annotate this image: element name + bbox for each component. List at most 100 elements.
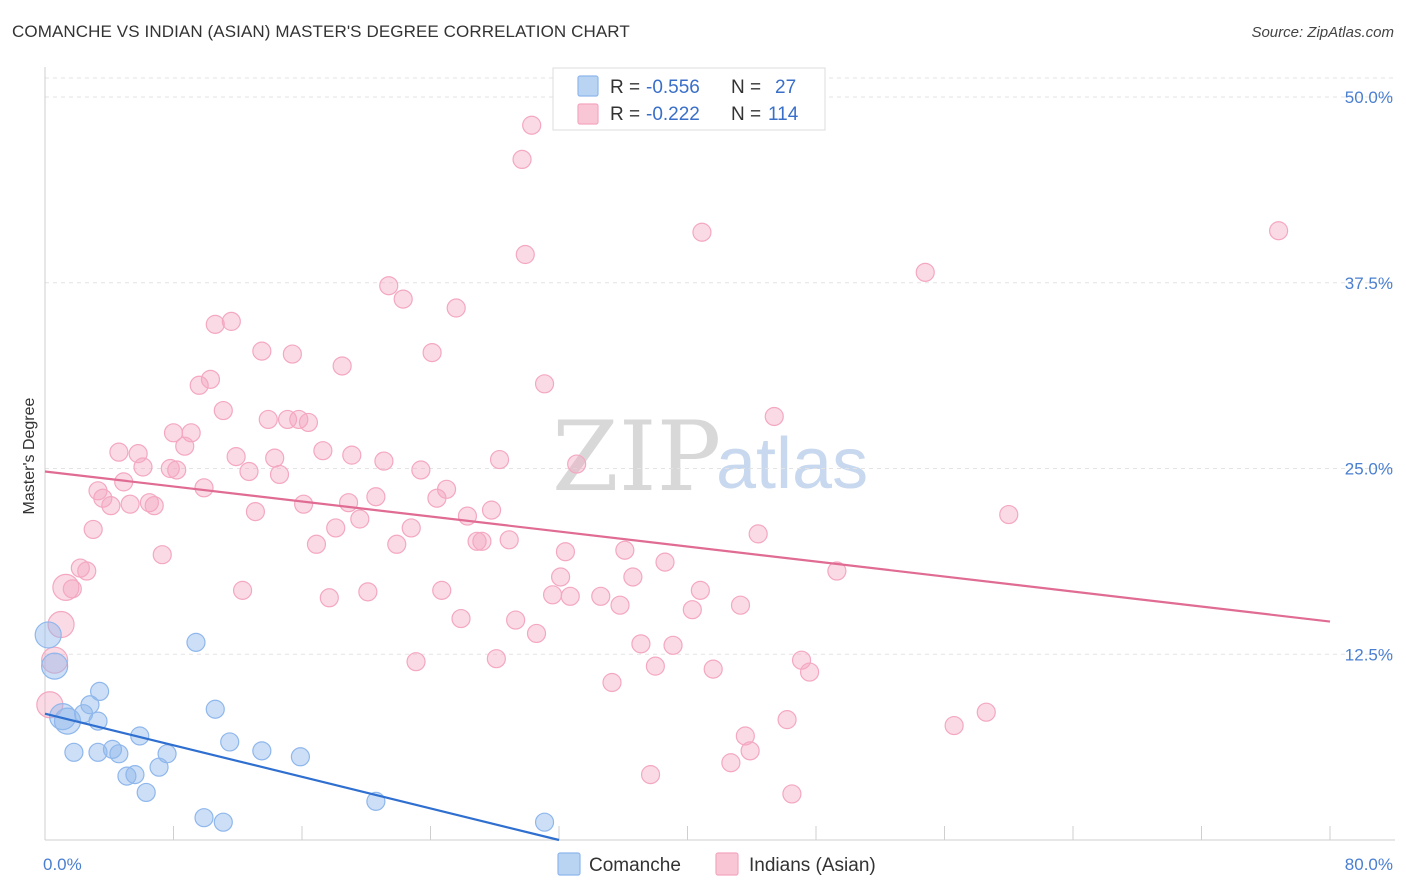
indians-asian-point [616, 541, 634, 559]
legend-r-label-indians-asian: R = [610, 104, 640, 125]
comanche-point [65, 743, 83, 761]
comanche-point [158, 745, 176, 763]
indians-asian-point [500, 531, 518, 549]
indians-asian-point [741, 742, 759, 760]
watermark: ZIP atlas [552, 401, 868, 513]
indians-asian-point [611, 596, 629, 614]
y-tick-label-0: 12.5% [1345, 645, 1393, 664]
indians-asian-point [206, 315, 224, 333]
legend-n-label-comanche: N = [731, 77, 761, 98]
indians-asian-point [412, 461, 430, 479]
indians-asian-point [945, 717, 963, 735]
indians-asian-point [320, 589, 338, 607]
indians-asian-point [568, 455, 586, 473]
indians-asian-point [483, 501, 501, 519]
indians-asian-point [134, 458, 152, 476]
bottom-legend-label-comanche: Comanche [589, 855, 681, 876]
legend-n-label-indians-asian: N = [731, 104, 761, 125]
indians-asian-point [691, 581, 709, 599]
indians-asian-point [552, 568, 570, 586]
comanche-point [253, 742, 271, 760]
indians-asian-point [507, 611, 525, 629]
indians-asian-point [1000, 506, 1018, 524]
indians-asian-point [351, 510, 369, 528]
indians-asian-point [359, 583, 377, 601]
indians-asian-point [487, 650, 505, 668]
indians-asian-point [528, 624, 546, 642]
legend-swatch-comanche [578, 76, 598, 96]
indians-asian-point [375, 452, 393, 470]
y-tick-label-3: 50.0% [1345, 88, 1393, 107]
indians-asian-point [407, 653, 425, 671]
comanche-point [214, 813, 232, 831]
indians-asian-point [394, 290, 412, 308]
indians-asian-point [732, 596, 750, 614]
indians-asian-point [556, 543, 574, 561]
comanche-point [206, 700, 224, 718]
indians-asian-point [246, 503, 264, 521]
trend-lines [45, 471, 1330, 840]
indians-asian-point [327, 519, 345, 537]
y-tick-label-1: 25.0% [1345, 460, 1393, 479]
indians-asian-point [314, 442, 332, 460]
indians-asian-point [516, 246, 534, 264]
indians-asian-point [632, 635, 650, 653]
gridlines [45, 78, 1395, 654]
indians-asian-point [78, 562, 96, 580]
indians-asian-point [333, 357, 351, 375]
bottom-legend: Comanche Indians (Asian) [558, 853, 876, 876]
indians-asian-point [749, 525, 767, 543]
indians-asian-point [283, 345, 301, 363]
indians-asian-point [523, 116, 541, 134]
indians-asian-point [222, 312, 240, 330]
x-tick-label-1: 80.0% [1345, 855, 1393, 874]
indians-asian-point [214, 402, 232, 420]
comanche-point [110, 745, 128, 763]
indians-asian-point [447, 299, 465, 317]
indians-asian-point [452, 610, 470, 628]
indians-asian-point [266, 449, 284, 467]
indians-asian-point [402, 519, 420, 537]
comanche-point [187, 633, 205, 651]
legend-n-value-indians-asian: 114 [768, 104, 799, 125]
comanche-point [536, 813, 554, 831]
indians-asian-point [307, 535, 325, 553]
indians-asian-point [765, 407, 783, 425]
indians-asian-point [299, 413, 317, 431]
comanche-point [126, 766, 144, 784]
comanche-point [35, 622, 61, 648]
indians-asian-point [656, 553, 674, 571]
indians-asian-point [295, 495, 313, 513]
indians-asian-point [271, 465, 289, 483]
legend-swatch-indians-asian [578, 104, 598, 124]
indians-asian-point [778, 711, 796, 729]
watermark-atlas: atlas [716, 424, 868, 504]
indians-asian-point [473, 532, 491, 550]
indians-asian-point [145, 497, 163, 515]
indians-asian-point [646, 657, 664, 675]
indians-asian-point [642, 766, 660, 784]
series-comanche [35, 622, 553, 831]
indians-asian-point [491, 451, 509, 469]
indians-asian-point [801, 663, 819, 681]
indians-asian-point [536, 375, 554, 393]
indians-asian-point [603, 673, 621, 691]
indians-asian-point [664, 636, 682, 654]
indians-asian-point [1270, 222, 1288, 240]
legend-n-value-comanche: 27 [775, 77, 796, 98]
indians-asian-point [343, 446, 361, 464]
indians-asian-point [683, 601, 701, 619]
indians-asian-point [253, 342, 271, 360]
indians-asian-point [624, 568, 642, 586]
indians-asian-point [168, 461, 186, 479]
indians-asian-point [110, 443, 128, 461]
indians-asian-point [380, 277, 398, 295]
indians-asian-point [423, 344, 441, 362]
y-tick-label-2: 37.5% [1345, 274, 1393, 293]
x-tick-label-0: 0.0% [43, 855, 82, 874]
indians-asian-point [340, 494, 358, 512]
indians-asian-point [433, 581, 451, 599]
indians-asian-point [201, 370, 219, 388]
indians-asian-point [182, 424, 200, 442]
comanche-point [221, 733, 239, 751]
